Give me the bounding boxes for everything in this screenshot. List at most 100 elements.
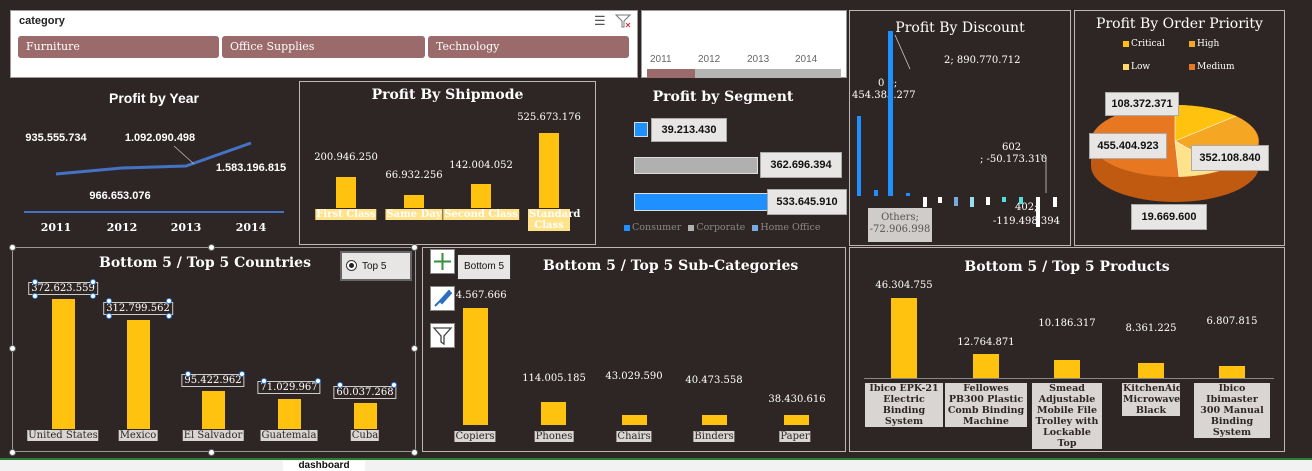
- sheet-tab-dashboard[interactable]: dashboard: [283, 461, 365, 471]
- bar-guatemala[interactable]: [278, 399, 301, 429]
- x-label: Same Day: [385, 209, 443, 220]
- bar-product[interactable]: [1054, 360, 1080, 378]
- legend-home-office: Home Office: [752, 222, 821, 233]
- bar-paper[interactable]: [784, 415, 809, 425]
- slicer-item-furniture[interactable]: Furniture: [18, 36, 219, 58]
- resize-handle[interactable]: [9, 244, 16, 251]
- x-label: Cuba: [350, 430, 380, 441]
- bar-corporate[interactable]: [634, 157, 758, 174]
- bar-product[interactable]: [1219, 366, 1245, 378]
- x-label: Chairs: [616, 431, 652, 442]
- x-label: First Class: [315, 209, 377, 220]
- selection-handle[interactable]: [261, 378, 267, 384]
- bar-product[interactable]: [1138, 363, 1164, 378]
- priority-label-critical: 108.372.371: [1105, 92, 1179, 116]
- bar-chairs[interactable]: [622, 415, 647, 425]
- selection-handle[interactable]: [315, 378, 321, 384]
- timeline-year-2012[interactable]: 2012: [698, 54, 721, 65]
- sheet-tab-bar: [0, 458, 1312, 471]
- chart-styles-button[interactable]: [430, 286, 455, 311]
- bar-mexico[interactable]: [127, 320, 150, 429]
- data-label: 0 0;: [878, 78, 898, 89]
- resize-handle[interactable]: [208, 244, 215, 251]
- data-label: 95.422.962: [181, 374, 245, 387]
- data-label: 966.653.076: [89, 190, 151, 202]
- radio-icon: [346, 260, 357, 271]
- bar-cuba[interactable]: [354, 403, 377, 429]
- countries-panel[interactable]: Bottom 5 / Top 5 Countries Top 5 372.623…: [12, 247, 416, 452]
- bar-product[interactable]: [973, 354, 999, 378]
- chart-filters-button[interactable]: [430, 323, 455, 348]
- resize-handle[interactable]: [208, 449, 215, 456]
- bar-standard-class[interactable]: [539, 133, 559, 208]
- profit-by-segment-panel: Profit by Segment 39.213.430 362.696.394…: [600, 82, 847, 242]
- selection-handle[interactable]: [239, 371, 245, 377]
- bar-second-class[interactable]: [471, 184, 491, 208]
- data-label: ; -50.173.310: [980, 154, 1048, 165]
- sheet-tab-label: dashboard: [298, 461, 350, 471]
- bar-product[interactable]: [891, 298, 917, 378]
- resize-handle[interactable]: [411, 244, 418, 251]
- slicer-item-label: Technology: [436, 40, 500, 53]
- timeline-bar[interactable]: [647, 69, 841, 78]
- data-label: 40.473.558: [685, 375, 743, 386]
- bar-first-class[interactable]: [336, 177, 356, 208]
- slicer-header-category: category: [19, 15, 65, 27]
- selection-handle[interactable]: [106, 313, 112, 319]
- discount-bar: [938, 197, 942, 203]
- data-label: 12.764.871: [957, 337, 1015, 348]
- resize-handle[interactable]: [411, 449, 418, 456]
- top5-toggle-button[interactable]: Top 5: [340, 251, 412, 281]
- multi-select-icon[interactable]: ☰: [594, 14, 606, 29]
- selection-handle[interactable]: [337, 382, 343, 388]
- clear-filter-icon[interactable]: [614, 13, 632, 32]
- chart-title: Profit By Shipmode: [371, 87, 524, 103]
- selection-handle[interactable]: [106, 298, 112, 304]
- x-label: Ibico EPK-21 Electric Binding System: [865, 383, 943, 427]
- data-label: 935.555.734: [25, 132, 87, 144]
- x-label: Smead Adjustable Mobile File Trolley wit…: [1032, 383, 1102, 449]
- slicer-item-label: Office Supplies: [230, 40, 315, 53]
- resize-handle[interactable]: [9, 345, 16, 352]
- bar-el-salvador[interactable]: [202, 391, 225, 429]
- resize-handle[interactable]: [411, 345, 418, 352]
- timeline-year-2011[interactable]: 2011: [650, 54, 672, 65]
- selection-handle[interactable]: [90, 279, 96, 285]
- chart-elements-button[interactable]: [430, 249, 455, 274]
- brush-icon: [434, 289, 453, 307]
- bar-binders[interactable]: [702, 415, 727, 425]
- x-tick: 2014: [235, 221, 267, 234]
- data-label: 602: [1002, 142, 1022, 153]
- selection-handle[interactable]: [32, 293, 38, 299]
- callout-label: Others;: [881, 212, 919, 223]
- timeline-year-2013[interactable]: 2013: [747, 54, 770, 65]
- bar-copiers[interactable]: [463, 308, 488, 425]
- discount-chart: [857, 31, 1057, 227]
- bottom5-toggle-button[interactable]: Bottom 5: [457, 254, 511, 280]
- bar-same-day[interactable]: [404, 195, 424, 208]
- slicer-item-technology[interactable]: Technology: [428, 36, 629, 58]
- x-label: Binders: [693, 431, 735, 442]
- bar-united-states[interactable]: [52, 299, 75, 429]
- products-panel: Bottom 5 / Top 5 Products 46.304.755 12.…: [849, 247, 1285, 452]
- resize-handle[interactable]: [9, 449, 16, 456]
- subcategories-panel: Bottom 5 Bottom 5 / Top 5 Sub-Categories…: [422, 247, 846, 452]
- selection-handle[interactable]: [166, 313, 172, 319]
- bar-phones[interactable]: [541, 402, 566, 425]
- data-label: 38.430.616: [768, 394, 826, 405]
- bar-consumer[interactable]: [634, 193, 768, 211]
- selection-handle[interactable]: [32, 279, 38, 285]
- selection-handle[interactable]: [391, 382, 397, 388]
- bar-home-office[interactable]: [634, 122, 648, 137]
- segment-label: 39.213.430: [651, 118, 727, 142]
- timeline-year-2014[interactable]: 2014: [795, 54, 818, 65]
- selection-handle[interactable]: [185, 371, 191, 377]
- legend-medium: Medium: [1189, 62, 1235, 72]
- selection-handle[interactable]: [166, 298, 172, 304]
- timeline-selected-range[interactable]: [647, 69, 695, 78]
- x-label: Mexico: [118, 430, 158, 441]
- data-label: 60.037.268: [333, 386, 397, 399]
- selection-handle[interactable]: [90, 293, 96, 299]
- discount-bar: [1053, 197, 1057, 207]
- slicer-item-office-supplies[interactable]: Office Supplies: [222, 36, 425, 58]
